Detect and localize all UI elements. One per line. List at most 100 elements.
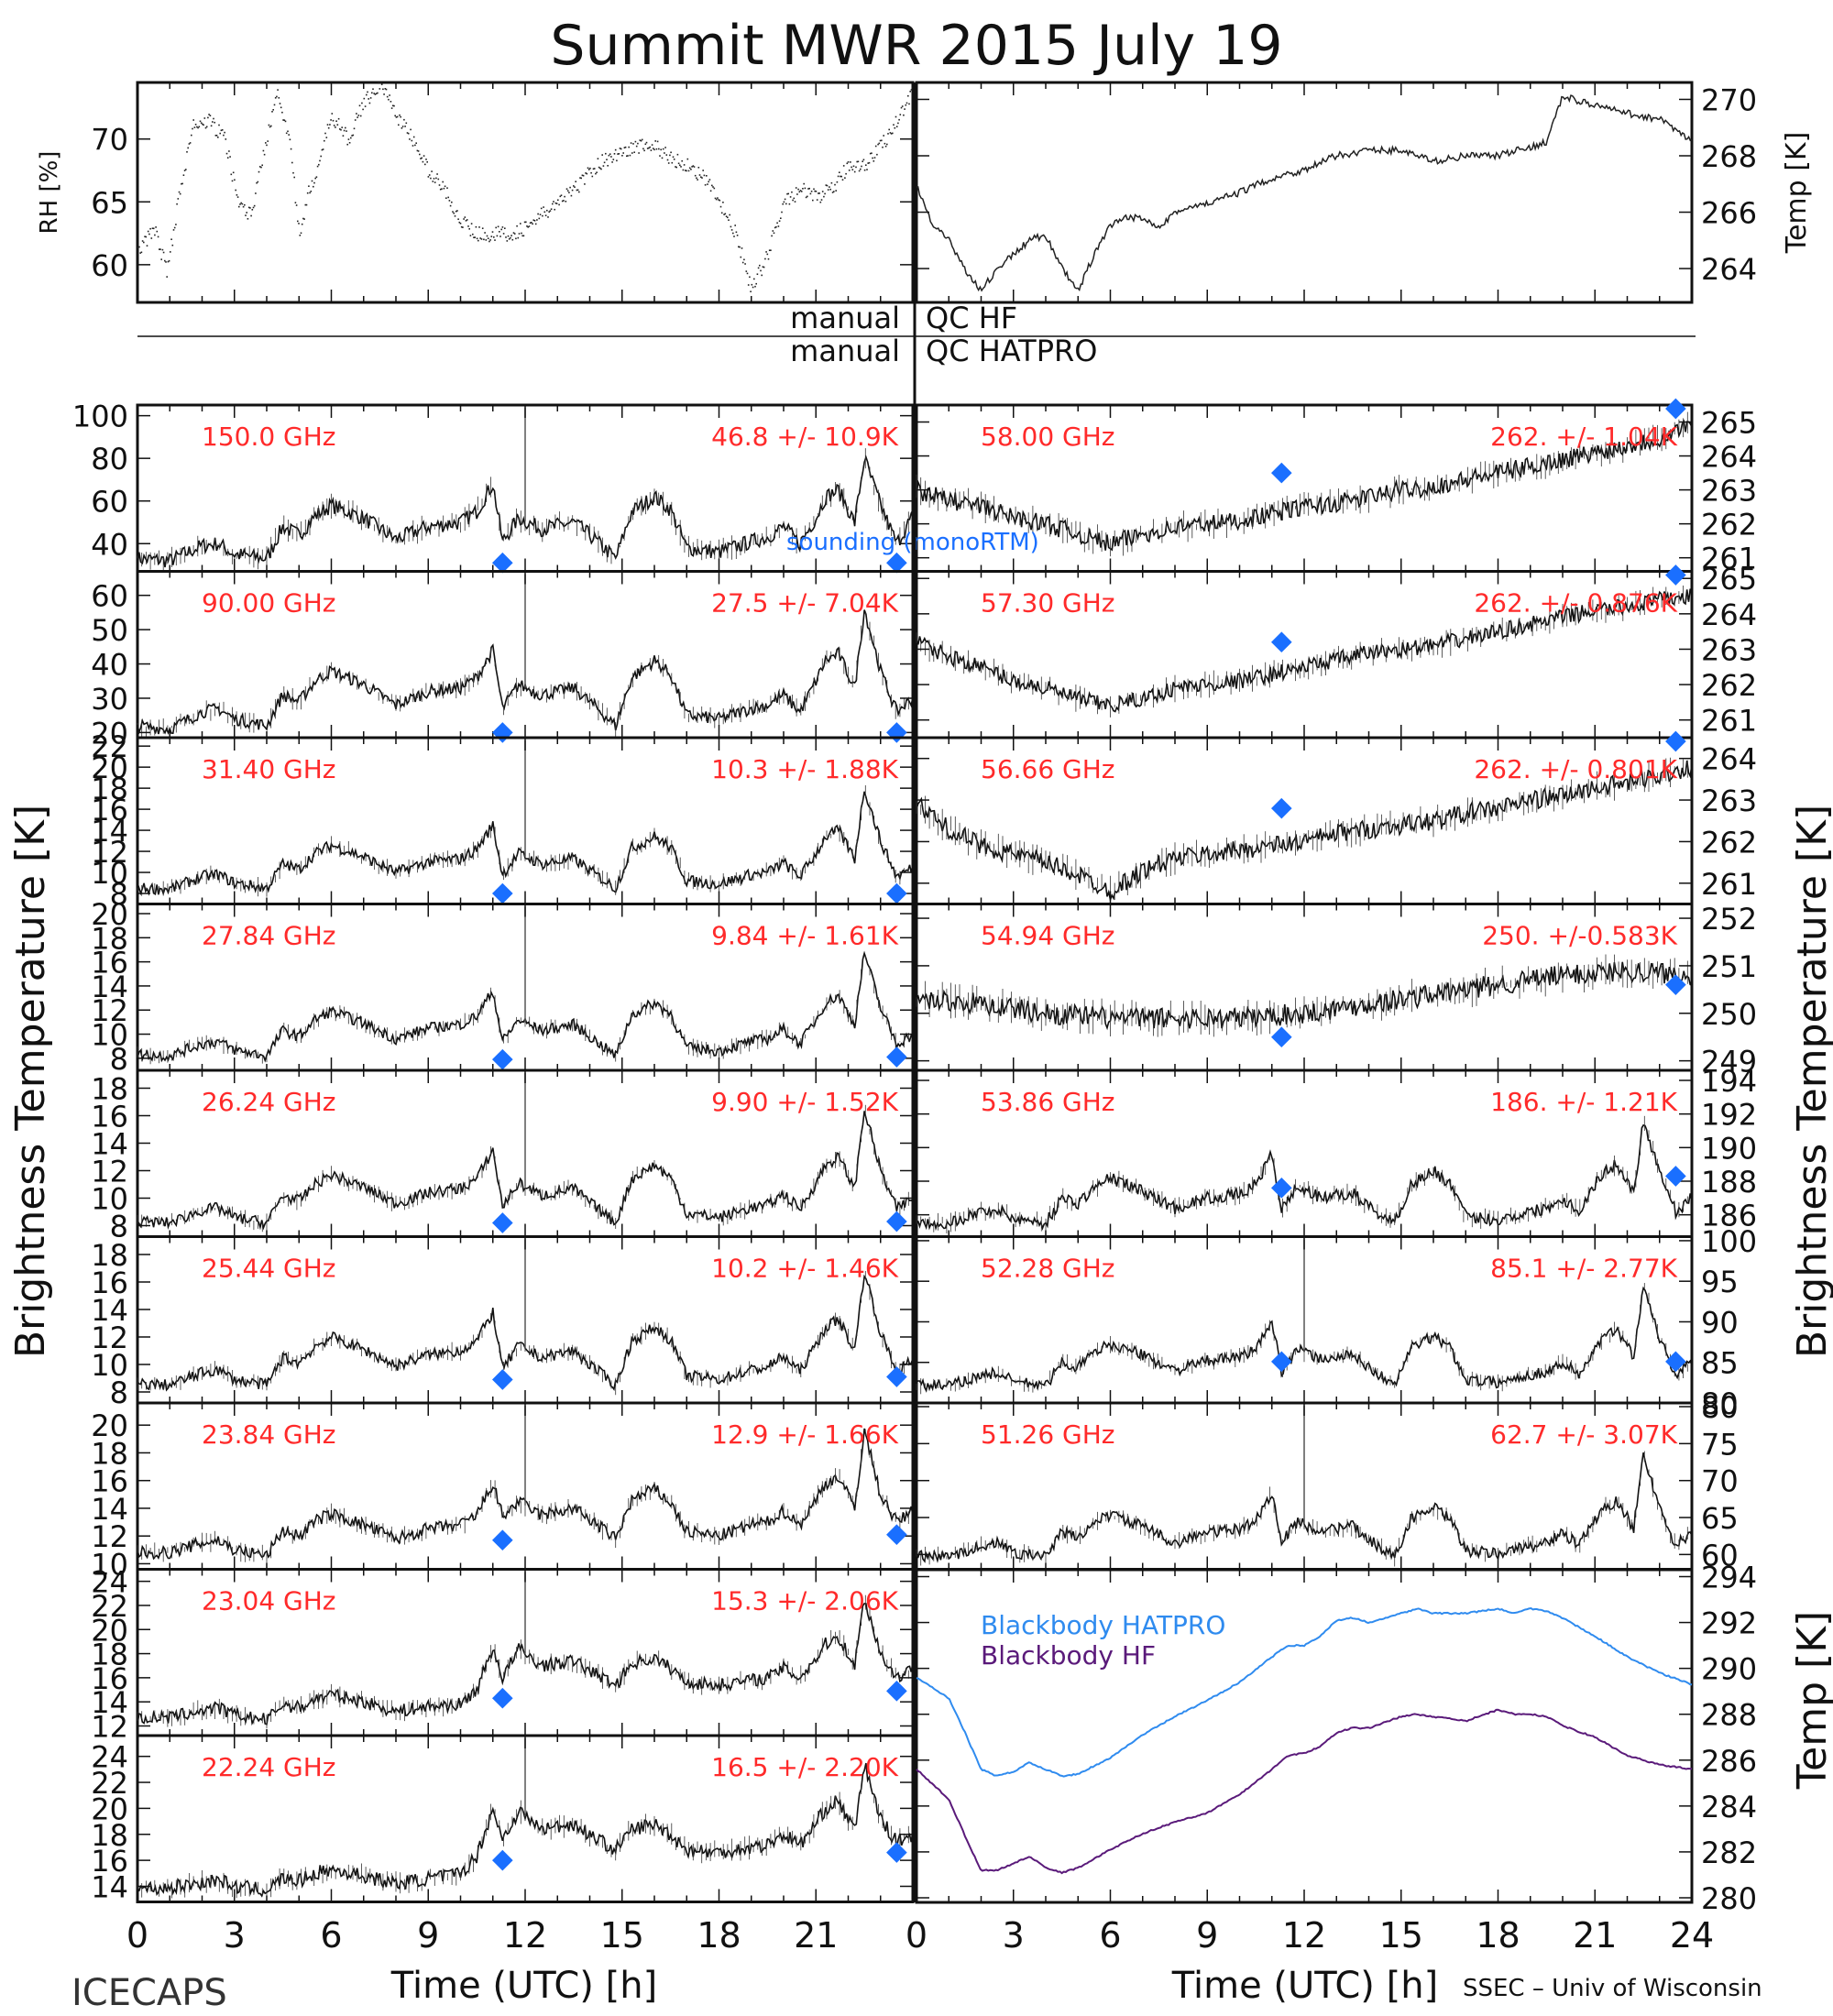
rh-point bbox=[493, 236, 495, 238]
rh-point bbox=[489, 239, 491, 241]
rh-point bbox=[446, 187, 448, 189]
rh-point bbox=[808, 187, 810, 190]
rh-point bbox=[804, 187, 807, 190]
y-tick-label: 50 bbox=[91, 613, 128, 648]
rh-point bbox=[502, 233, 505, 235]
rh-point bbox=[521, 235, 523, 237]
y-tick-label: 30 bbox=[91, 682, 128, 717]
rh-point bbox=[706, 175, 708, 177]
rh-point bbox=[802, 188, 804, 190]
rh-point bbox=[152, 227, 155, 230]
rh-point bbox=[888, 128, 890, 131]
rh-point bbox=[561, 200, 564, 203]
y-tick-label: 249 bbox=[1701, 1045, 1757, 1079]
rh-point bbox=[340, 128, 342, 131]
rh-point bbox=[809, 192, 812, 195]
rh-point bbox=[522, 235, 525, 237]
rh-point bbox=[865, 164, 867, 166]
rh-y-tick-label: 70 bbox=[91, 123, 128, 158]
channel-stats-label: 15.3 +/- 2.06K bbox=[711, 1586, 898, 1616]
y-tick-label: 8 bbox=[110, 1210, 128, 1244]
rh-point bbox=[432, 181, 434, 182]
rh-point bbox=[582, 174, 585, 177]
rh-point bbox=[628, 146, 630, 148]
rh-point bbox=[203, 117, 206, 119]
rh-point bbox=[424, 163, 426, 166]
y-tick-label: 188 bbox=[1701, 1165, 1757, 1200]
y-tick-label: 18 bbox=[91, 921, 128, 956]
channel-stats-label: 85.1 +/- 2.77K bbox=[1490, 1254, 1677, 1284]
rh-point bbox=[175, 224, 177, 225]
rh-point bbox=[776, 222, 778, 225]
rh-point bbox=[356, 113, 357, 115]
rh-point bbox=[821, 191, 824, 192]
frequency-label: 22.24 GHz bbox=[202, 1752, 336, 1782]
rh-point bbox=[596, 171, 598, 173]
rh-point bbox=[253, 204, 256, 207]
brightness-temp-trace bbox=[137, 448, 914, 571]
rh-point bbox=[192, 127, 193, 130]
rh-point bbox=[901, 105, 904, 107]
rh-point bbox=[795, 187, 797, 189]
rh-point bbox=[515, 237, 517, 240]
rh-point bbox=[784, 198, 786, 201]
rh-point bbox=[756, 273, 759, 275]
rh-point bbox=[513, 233, 516, 235]
rh-point bbox=[659, 155, 661, 157]
rh-point bbox=[494, 239, 496, 241]
rh-point bbox=[278, 97, 280, 99]
rh-point bbox=[786, 192, 788, 195]
y-tick-label: 60 bbox=[91, 579, 128, 614]
rh-point bbox=[146, 245, 148, 247]
sounding-marker bbox=[886, 1524, 907, 1546]
rh-point bbox=[499, 236, 501, 237]
sounding-marker bbox=[886, 1046, 907, 1068]
rh-point bbox=[658, 148, 660, 150]
rh-point bbox=[203, 124, 204, 126]
rh-point bbox=[675, 166, 676, 168]
bb-y-tick-label: 284 bbox=[1701, 1790, 1757, 1824]
rh-point bbox=[368, 102, 371, 104]
rh-point bbox=[292, 171, 294, 174]
rh-point bbox=[143, 241, 145, 244]
rh-point bbox=[612, 159, 615, 160]
rh-point bbox=[148, 233, 150, 236]
rh-point bbox=[847, 161, 850, 163]
rh-point bbox=[862, 159, 865, 161]
rh-point bbox=[559, 195, 562, 198]
rh-point bbox=[863, 169, 866, 171]
rh-point bbox=[635, 145, 638, 148]
rh-point bbox=[368, 98, 369, 100]
rh-point bbox=[862, 160, 863, 162]
rh-point bbox=[688, 167, 691, 170]
rh-point bbox=[261, 164, 263, 167]
temp-y-tick-label: 270 bbox=[1701, 82, 1757, 117]
rh-point bbox=[601, 154, 603, 156]
rh-point bbox=[734, 225, 736, 226]
rh-point bbox=[653, 148, 654, 149]
rh-point bbox=[894, 126, 896, 129]
rh-trace bbox=[137, 82, 915, 292]
sounding-marker bbox=[1665, 974, 1686, 995]
rh-point bbox=[496, 235, 499, 237]
rh-point bbox=[715, 198, 718, 201]
rh-point bbox=[311, 180, 313, 182]
rh-point bbox=[626, 155, 628, 158]
rh-point bbox=[649, 146, 651, 148]
rh-point bbox=[643, 149, 645, 152]
rh-point bbox=[377, 92, 379, 94]
rh-point bbox=[181, 182, 183, 185]
rh-point bbox=[191, 134, 192, 137]
y-tick-label: 265 bbox=[1701, 406, 1757, 441]
rh-point bbox=[759, 264, 761, 267]
rh-point bbox=[357, 115, 360, 116]
rh-point bbox=[462, 226, 464, 228]
rh-point bbox=[679, 164, 681, 167]
rh-point bbox=[861, 165, 862, 168]
rh-point bbox=[398, 124, 400, 126]
rh-point bbox=[687, 170, 690, 172]
sounding-marker bbox=[1271, 1178, 1292, 1199]
rh-point bbox=[285, 132, 288, 135]
